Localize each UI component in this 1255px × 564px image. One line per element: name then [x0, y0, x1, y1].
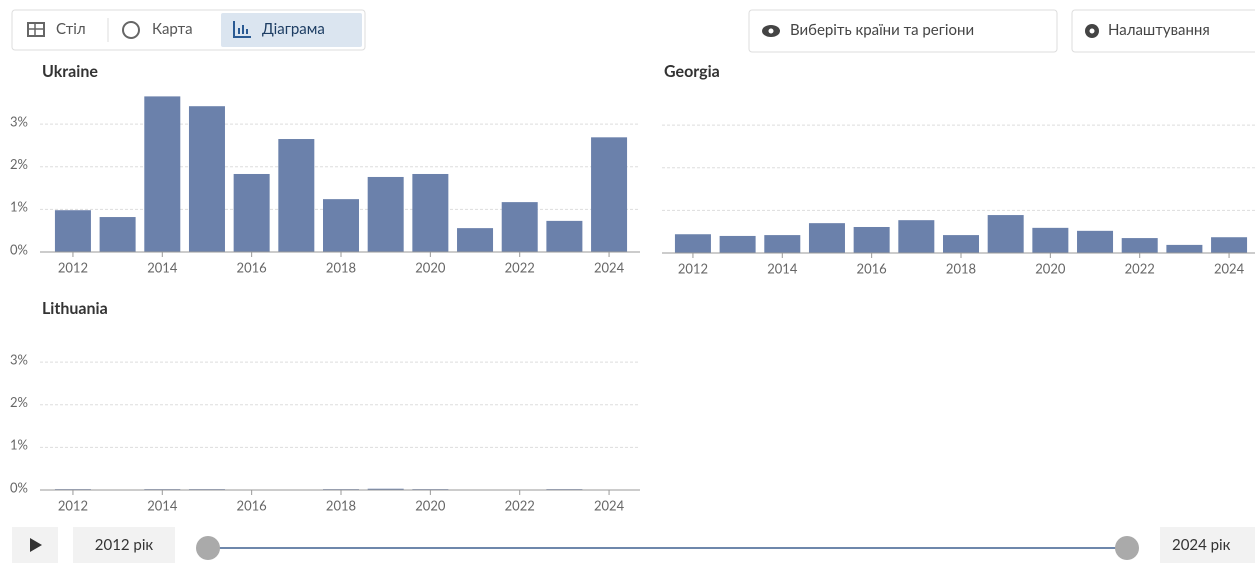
x-tick-label: 2022 [505, 497, 535, 513]
x-tick-label: 2020 [415, 259, 446, 275]
bar [501, 202, 538, 252]
bar [591, 137, 628, 252]
x-tick-label: 2012 [678, 260, 708, 276]
bar [367, 488, 404, 490]
bar [1121, 238, 1158, 253]
bar [808, 223, 845, 253]
time-label-box [1160, 527, 1255, 563]
table-icon [27, 22, 45, 37]
bar [144, 96, 181, 252]
bar [1166, 244, 1203, 253]
y-tick-label: 1% [10, 437, 28, 453]
slider-knob[interactable] [196, 536, 220, 560]
y-tick-label: 0% [10, 241, 28, 257]
x-tick-label: 2014 [147, 497, 178, 513]
bar [457, 228, 494, 252]
x-tick-label: 2014 [147, 259, 178, 275]
chart-title: Georgia [664, 62, 720, 81]
time-label-box [73, 527, 175, 563]
button-label: Виберіть країни та регіони [790, 21, 974, 39]
button[interactable] [1071, 9, 1255, 53]
bar [719, 235, 756, 253]
x-tick-label: 2020 [1035, 260, 1066, 276]
tab[interactable]: Стіл [56, 20, 86, 38]
x-tick-label: 2024 [594, 259, 625, 275]
bar [367, 176, 404, 252]
x-tick-label: 2012 [58, 259, 88, 275]
tab[interactable]: Діаграма [262, 20, 325, 38]
chart-icon [233, 21, 251, 38]
tab[interactable]: Карта [152, 20, 193, 38]
globe-icon [122, 21, 140, 39]
time-end: 2024 рік [1172, 536, 1231, 554]
x-tick-label: 2018 [946, 260, 976, 276]
x-tick-label: 2016 [857, 260, 887, 276]
x-tick-label: 2024 [594, 497, 625, 513]
y-tick-label: 2% [10, 394, 28, 410]
bar [674, 234, 711, 253]
play-icon [30, 538, 42, 552]
slider-knob[interactable] [1115, 536, 1139, 560]
bar [412, 173, 449, 252]
x-tick-label: 2024 [1214, 260, 1245, 276]
bar [188, 106, 225, 252]
chart-title: Ukraine [42, 62, 98, 81]
button-label: Налаштування [1108, 21, 1210, 39]
bar [546, 220, 583, 252]
bar [987, 215, 1024, 253]
y-tick-label: 0% [10, 479, 28, 495]
y-tick-label: 3% [10, 113, 28, 129]
bar [1077, 230, 1114, 253]
x-tick-label: 2022 [1125, 260, 1155, 276]
button[interactable] [748, 9, 1058, 53]
x-tick-label: 2018 [326, 259, 356, 275]
bar [278, 139, 315, 252]
chart-title: Lithuania [42, 299, 108, 318]
x-tick-label: 2016 [237, 259, 267, 275]
y-tick-label: 1% [10, 199, 28, 215]
y-tick-label: 3% [10, 351, 28, 367]
bar [233, 173, 270, 252]
bar [323, 199, 359, 252]
bar [54, 210, 91, 252]
x-tick-label: 2018 [326, 497, 356, 513]
bar [898, 220, 935, 253]
bar [943, 235, 979, 253]
gear-icon [1085, 24, 1099, 38]
x-tick-label: 2020 [415, 497, 446, 513]
x-tick-label: 2016 [237, 497, 267, 513]
tab-active-bg [221, 13, 362, 47]
time-start: 2012 рік [95, 536, 154, 554]
x-tick-label: 2012 [58, 497, 88, 513]
bar [853, 226, 890, 253]
bar [764, 235, 801, 253]
x-tick-label: 2022 [505, 259, 535, 275]
eye-icon [762, 25, 780, 37]
bar [99, 217, 136, 252]
bar [1211, 237, 1248, 253]
y-tick-label: 2% [10, 156, 28, 172]
bar [1032, 227, 1069, 253]
x-tick-label: 2014 [767, 260, 798, 276]
